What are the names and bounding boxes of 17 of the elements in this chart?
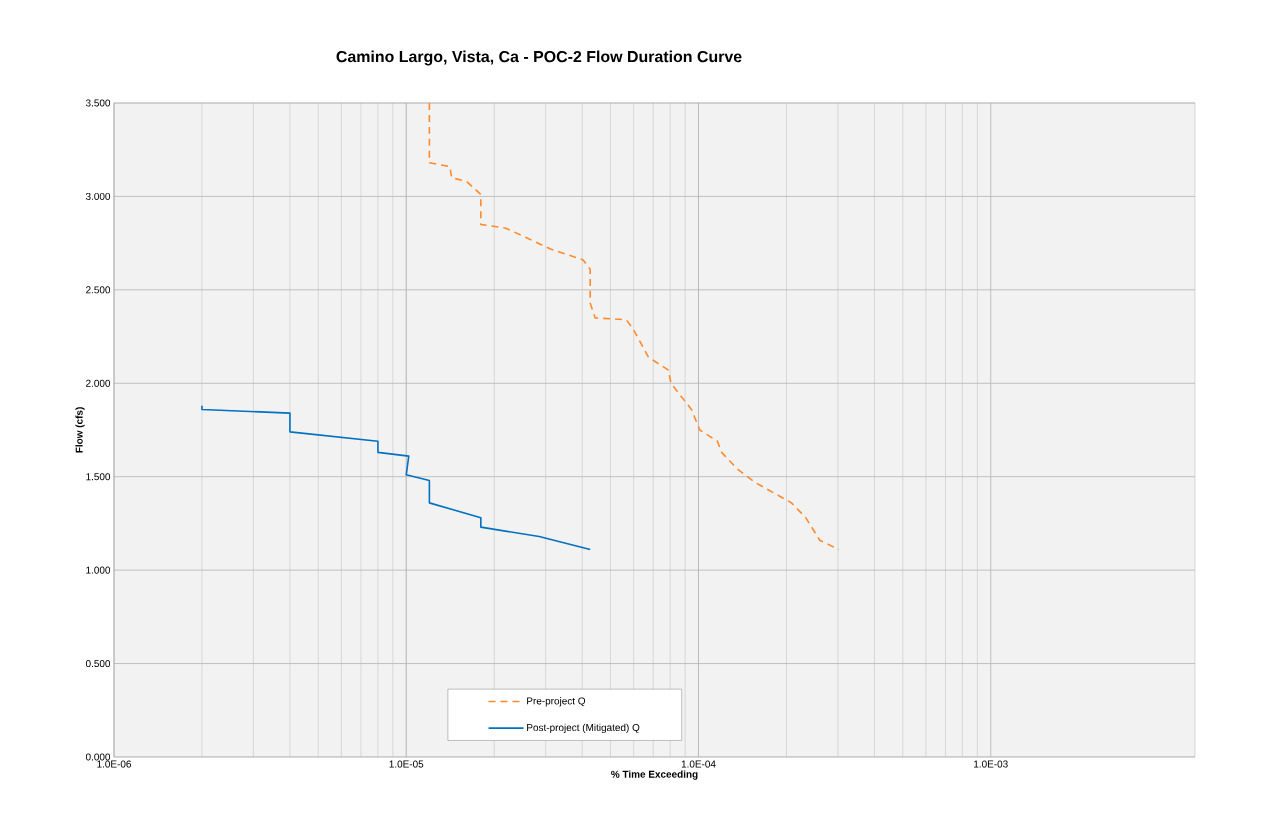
y-axis-title: Flow (cfs): [75, 407, 85, 453]
x-tick-label: 1.0E-04: [681, 760, 716, 768]
y-tick-label: 0.000: [85, 753, 111, 761]
y-tick-label: 1.000: [86, 566, 111, 574]
y-tick-label: 0.500: [85, 660, 111, 668]
x-tick-label: 1.0E-06: [97, 760, 131, 768]
y-tick-label: 3.500: [85, 99, 111, 107]
x-axis-title: % Time Exceeding: [611, 770, 698, 780]
y-tick-label: 1.500: [86, 473, 111, 481]
y-tick-label: 3.000: [85, 192, 111, 200]
x-tick-label: 1.0E-03: [974, 760, 1008, 768]
legend-label: Pre-project Q: [527, 697, 586, 707]
y-tick-label: 2.000: [86, 379, 111, 387]
x-tick-label: 1.0E-05: [389, 760, 424, 768]
legend-label: Post-project (Mitigated) Q: [527, 723, 640, 734]
chart-title: Camino Largo, Vista, Ca - POC-2 Flow Duration Curve: [336, 50, 742, 66]
y-tick-label: 2.500: [86, 286, 111, 294]
